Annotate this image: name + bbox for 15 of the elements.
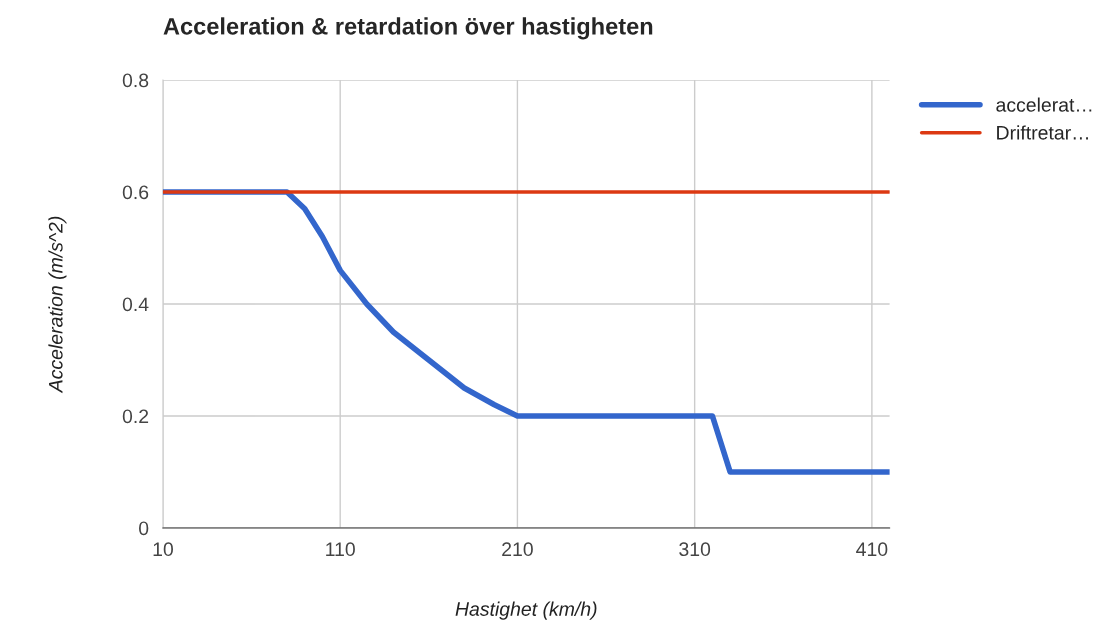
y-axis-title: Acceleration (m/s^2): [48, 216, 67, 394]
legend-label: accelerat…: [996, 97, 1092, 112]
y-tick-label: 0.4: [122, 297, 149, 312]
x-tick-label: 410: [856, 542, 888, 557]
chart-title: Acceleration & retardation över hastigheten: [163, 17, 653, 40]
y-tick-label: 0.2: [122, 409, 149, 424]
y-tick-label: 0.8: [122, 73, 149, 88]
x-axis-title: Hastighet (km/h): [455, 601, 597, 620]
y-tick-label: 0.6: [122, 185, 149, 200]
x-tick-label: 10: [153, 542, 173, 557]
x-tick-label: 210: [502, 542, 533, 557]
y-tick-label: 0: [139, 521, 149, 536]
x-tick-label: 110: [326, 542, 355, 557]
x-tick-label: 310: [679, 542, 711, 557]
legend-label: Driftretar…: [997, 125, 1088, 140]
